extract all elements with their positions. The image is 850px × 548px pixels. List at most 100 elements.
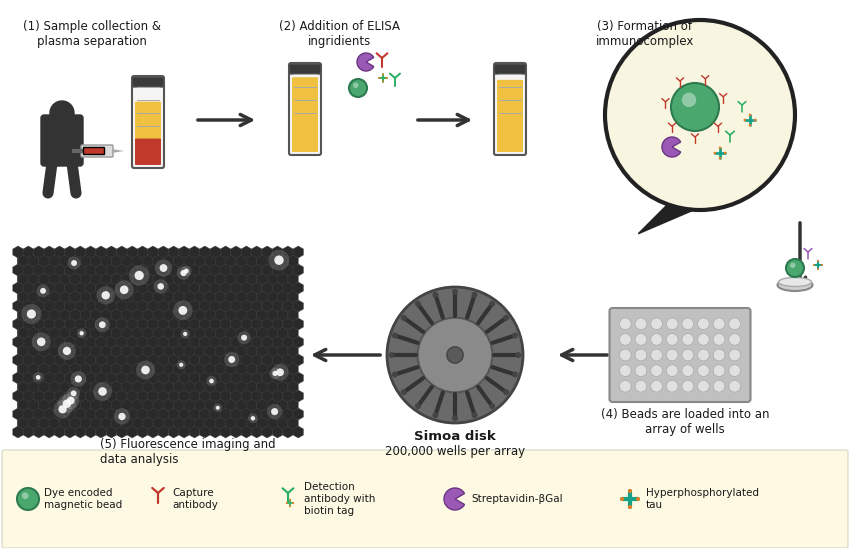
Polygon shape: [96, 372, 106, 384]
Polygon shape: [49, 309, 60, 321]
Polygon shape: [28, 309, 39, 321]
Polygon shape: [272, 354, 283, 366]
Polygon shape: [215, 291, 225, 303]
Polygon shape: [70, 381, 80, 393]
Polygon shape: [138, 372, 148, 384]
Polygon shape: [13, 354, 23, 366]
Polygon shape: [153, 273, 163, 285]
Polygon shape: [262, 264, 272, 276]
Polygon shape: [195, 399, 205, 411]
Circle shape: [251, 416, 255, 420]
Polygon shape: [158, 390, 168, 402]
Polygon shape: [283, 282, 293, 294]
Polygon shape: [195, 309, 205, 321]
Polygon shape: [246, 345, 257, 357]
Polygon shape: [75, 426, 86, 438]
Polygon shape: [184, 399, 195, 411]
Polygon shape: [106, 246, 116, 258]
Circle shape: [605, 20, 795, 210]
Polygon shape: [288, 327, 298, 339]
Polygon shape: [111, 345, 122, 357]
Polygon shape: [133, 363, 143, 375]
Polygon shape: [236, 291, 246, 303]
Polygon shape: [148, 372, 158, 384]
Polygon shape: [231, 282, 241, 294]
Polygon shape: [168, 300, 178, 312]
Circle shape: [114, 408, 130, 425]
Polygon shape: [44, 318, 54, 330]
Polygon shape: [288, 417, 298, 429]
Circle shape: [157, 283, 164, 290]
Polygon shape: [293, 336, 303, 348]
Polygon shape: [190, 426, 200, 438]
Polygon shape: [70, 399, 80, 411]
Polygon shape: [272, 264, 283, 276]
Polygon shape: [86, 282, 96, 294]
Polygon shape: [44, 282, 54, 294]
Circle shape: [97, 286, 115, 305]
Polygon shape: [168, 264, 178, 276]
Polygon shape: [49, 273, 60, 285]
Polygon shape: [60, 255, 70, 267]
Polygon shape: [195, 363, 205, 375]
Ellipse shape: [728, 334, 740, 345]
Polygon shape: [184, 327, 195, 339]
Polygon shape: [288, 363, 298, 375]
Polygon shape: [18, 399, 28, 411]
Circle shape: [401, 315, 407, 321]
Polygon shape: [23, 408, 34, 420]
Polygon shape: [158, 282, 168, 294]
Circle shape: [269, 250, 289, 271]
Polygon shape: [277, 327, 288, 339]
Polygon shape: [205, 291, 215, 303]
Polygon shape: [153, 345, 163, 357]
FancyBboxPatch shape: [494, 64, 526, 74]
Circle shape: [36, 375, 41, 380]
Polygon shape: [33, 390, 44, 402]
Polygon shape: [133, 381, 143, 393]
Polygon shape: [80, 309, 91, 321]
Text: (5) Fluorescence imaging and
data analysis: (5) Fluorescence imaging and data analys…: [100, 438, 275, 466]
Polygon shape: [133, 273, 143, 285]
Ellipse shape: [635, 334, 647, 345]
Polygon shape: [65, 372, 75, 384]
Polygon shape: [195, 417, 205, 429]
Ellipse shape: [635, 365, 647, 376]
Circle shape: [154, 279, 168, 294]
Polygon shape: [86, 336, 96, 348]
Circle shape: [620, 497, 624, 501]
Polygon shape: [49, 381, 60, 393]
Polygon shape: [173, 345, 184, 357]
Polygon shape: [288, 309, 298, 321]
Polygon shape: [54, 318, 65, 330]
Polygon shape: [283, 318, 293, 330]
Ellipse shape: [635, 318, 647, 330]
Polygon shape: [13, 300, 23, 312]
Polygon shape: [127, 246, 138, 258]
Polygon shape: [28, 327, 39, 339]
Polygon shape: [225, 399, 236, 411]
Circle shape: [67, 256, 81, 270]
Polygon shape: [111, 363, 122, 375]
Ellipse shape: [666, 349, 678, 361]
Polygon shape: [277, 255, 288, 267]
Polygon shape: [28, 273, 39, 285]
Polygon shape: [205, 273, 215, 285]
Ellipse shape: [635, 380, 647, 392]
Polygon shape: [205, 255, 215, 267]
Polygon shape: [138, 426, 148, 438]
Circle shape: [248, 413, 258, 423]
Circle shape: [155, 259, 172, 277]
Polygon shape: [246, 273, 257, 285]
Polygon shape: [205, 417, 215, 429]
Circle shape: [79, 331, 84, 335]
Polygon shape: [178, 246, 190, 258]
Polygon shape: [252, 336, 262, 348]
Text: Streptavidin-βGal: Streptavidin-βGal: [471, 494, 563, 504]
Polygon shape: [60, 309, 70, 321]
FancyBboxPatch shape: [609, 308, 751, 402]
Polygon shape: [277, 417, 288, 429]
Polygon shape: [262, 282, 272, 294]
Circle shape: [817, 268, 819, 270]
Polygon shape: [28, 363, 39, 375]
